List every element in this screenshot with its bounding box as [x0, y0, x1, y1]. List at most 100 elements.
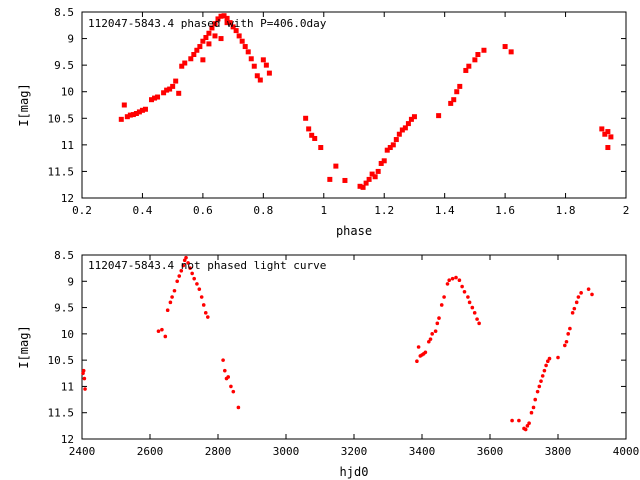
x-tick-label: 1.8: [556, 204, 576, 217]
data-point: [327, 176, 333, 182]
data-point: [170, 295, 174, 299]
data-point: [574, 300, 579, 305]
chart-title: 112047-5843.4 phased with P=406.0day: [88, 17, 327, 30]
y-tick-label: 11: [61, 139, 74, 152]
y-tick-label: 11: [61, 380, 74, 393]
data-point: [251, 63, 257, 69]
data-point: [572, 306, 577, 311]
y-tick-label: 9.5: [54, 59, 74, 72]
data-point: [263, 62, 269, 68]
data-point: [439, 303, 444, 307]
data-point: [529, 410, 534, 415]
x-tick-label: 0.2: [72, 204, 92, 217]
x-tick-label: 3000: [273, 445, 300, 458]
data-point: [212, 21, 218, 27]
data-points: [118, 13, 614, 190]
data-point: [430, 332, 435, 336]
data-point: [599, 126, 605, 132]
x-tick-label: 2800: [205, 445, 232, 458]
data-point: [447, 278, 452, 283]
data-point: [176, 90, 182, 96]
data-point: [118, 116, 124, 122]
x-tick-label: 3800: [545, 445, 572, 458]
data-point: [161, 90, 167, 96]
data-point: [460, 284, 464, 289]
data-point: [192, 276, 196, 281]
data-point: [590, 292, 594, 297]
y-tick-label: 8.5: [54, 249, 74, 262]
plot-frame: [81, 11, 627, 199]
data-point: [566, 332, 570, 336]
data-point: [188, 266, 192, 270]
data-point: [428, 337, 433, 341]
data-points: [81, 255, 594, 432]
data-point: [542, 368, 547, 373]
y-tick-label: 9: [67, 33, 74, 46]
data-point: [454, 275, 458, 280]
data-point: [206, 41, 212, 47]
data-point: [163, 334, 168, 339]
data-point: [221, 358, 225, 362]
data-point: [173, 78, 179, 84]
data-point: [533, 397, 538, 402]
data-point: [448, 100, 454, 106]
x-tick-label: 2400: [69, 445, 96, 458]
data-point: [168, 300, 173, 305]
data-point: [547, 356, 552, 361]
x-tick-label: 3200: [341, 445, 368, 458]
data-point: [260, 57, 266, 63]
data-point: [82, 376, 87, 381]
data-point: [570, 311, 575, 315]
data-point: [221, 13, 227, 19]
data-point: [472, 311, 477, 315]
data-point: [437, 316, 441, 320]
data-point: [229, 384, 233, 389]
data-point: [190, 271, 194, 276]
data-point: [233, 28, 239, 34]
data-point: [442, 295, 446, 299]
data-point: [142, 106, 148, 112]
data-point: [179, 268, 184, 273]
data-point: [254, 73, 260, 79]
data-point: [544, 363, 548, 368]
data-point: [605, 145, 611, 151]
data-point: [231, 389, 236, 394]
x-tick-label: 1: [320, 204, 327, 217]
data-point: [218, 36, 224, 42]
data-point: [457, 83, 463, 89]
data-point: [218, 13, 224, 19]
x-tick-label: 0.6: [193, 204, 213, 217]
y-tick-label: 10.5: [48, 354, 75, 367]
x-axis-label: phase: [336, 224, 372, 238]
data-point: [149, 97, 155, 103]
data-point: [306, 126, 312, 132]
data-point: [121, 102, 127, 108]
data-point: [200, 38, 206, 44]
data-point: [81, 368, 86, 373]
data-point: [206, 315, 210, 319]
data-point: [184, 255, 188, 260]
data-point: [312, 135, 318, 141]
data-point: [230, 24, 236, 30]
data-point: [531, 405, 536, 410]
data-point: [470, 305, 475, 310]
x-tick-label: 2600: [137, 445, 164, 458]
y-tick-label: 11.5: [48, 407, 75, 420]
data-point: [372, 174, 378, 180]
data-point: [175, 279, 179, 284]
data-point: [523, 427, 528, 432]
x-tick-label: 1.4: [435, 204, 455, 217]
data-point: [535, 389, 540, 394]
data-point: [201, 303, 206, 307]
data-point: [435, 321, 440, 326]
data-point: [133, 111, 139, 117]
x-tick-label: 3600: [477, 445, 504, 458]
data-point: [363, 180, 369, 186]
data-point: [167, 86, 173, 92]
data-point: [472, 57, 478, 63]
data-point: [451, 97, 457, 103]
data-point: [200, 57, 206, 63]
data-point: [224, 20, 230, 26]
data-point: [381, 158, 387, 164]
